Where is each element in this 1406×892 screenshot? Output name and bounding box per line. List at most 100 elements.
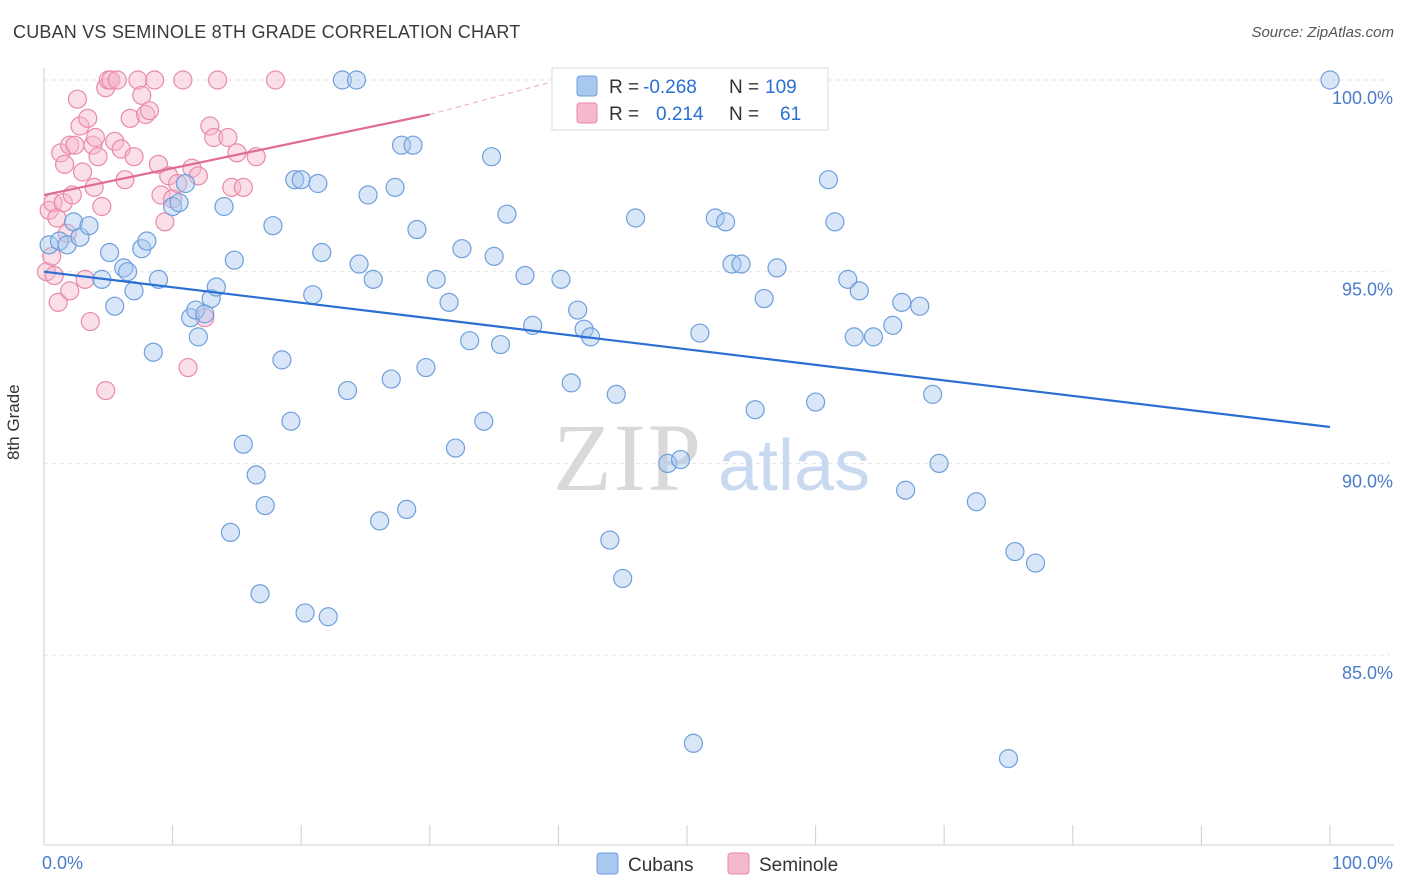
- cubans-point-26: [220, 522, 241, 543]
- cubans-point-77: [658, 453, 678, 473]
- cubans-point-86: [754, 288, 774, 309]
- seminole-trend-extension: [429, 81, 553, 115]
- cubans-point-73: [600, 530, 620, 550]
- cubans-point-40: [312, 242, 332, 263]
- cubans-point-84: [731, 254, 751, 274]
- cubans-point-33: [272, 350, 292, 370]
- cubans-point-71: [574, 319, 594, 339]
- seminole-point-38: [144, 70, 165, 90]
- cubans-point-95: [883, 315, 903, 335]
- cubans-point-10: [117, 262, 138, 282]
- cubans-point-34: [281, 411, 301, 431]
- seminole-point-46: [178, 357, 198, 378]
- cubans-point-64: [490, 334, 511, 355]
- seminole-point-50: [200, 116, 220, 136]
- x-tick-label-0: 0.0%: [42, 853, 83, 873]
- seminole-point-21: [84, 177, 104, 197]
- seminole-point-13: [65, 135, 85, 155]
- watermark: ZIP atlas: [553, 404, 870, 511]
- cubans-point-96: [896, 480, 916, 500]
- cubans-point-82: [715, 212, 736, 232]
- cubans-point-32: [263, 216, 283, 236]
- seminole-point-37: [139, 101, 160, 121]
- cubans-point-29: [246, 465, 266, 485]
- cubans-point-11: [124, 281, 144, 301]
- trend-lines: [43, 81, 1331, 429]
- seminole-point-6: [48, 292, 68, 312]
- legend-swatch-cubans: [576, 75, 598, 97]
- legend-n-label-cubans: N =: [729, 77, 759, 98]
- cubans-point-66: [515, 265, 535, 286]
- seminole-point-18: [78, 108, 98, 128]
- seminole-point-53: [218, 127, 238, 148]
- cubans-point-103: [1005, 541, 1025, 562]
- legend-n-value-cubans: 109: [765, 77, 797, 98]
- cubans-point-52: [397, 499, 417, 520]
- y-tick-label-0: 100.0%: [1332, 88, 1393, 108]
- seminole-point-11: [60, 135, 80, 155]
- cubans-point-5: [79, 216, 99, 236]
- cubans-point-17: [169, 193, 189, 213]
- series-legend: Cubans Seminole: [596, 852, 838, 876]
- cubans-point-23: [201, 288, 221, 309]
- cubans-point-78: [670, 449, 691, 470]
- cubans-point-57: [439, 292, 459, 312]
- cubans-point-37: [295, 603, 315, 623]
- cubans-point-87: [767, 258, 787, 278]
- y-tick-label-3: 85.0%: [1342, 663, 1393, 683]
- cubans-point-104: [1025, 553, 1046, 573]
- cubans-point-81: [705, 208, 725, 228]
- seminole-point-15: [70, 116, 90, 136]
- seminole-point-40: [151, 185, 171, 205]
- cubans-point-101: [966, 492, 986, 512]
- cubans-point-55: [416, 357, 436, 378]
- seminole-point-60: [60, 281, 80, 301]
- cubans-point-105: [1320, 70, 1340, 90]
- bottom-legend-label-cubans: Cubans: [628, 855, 694, 876]
- seminole-point-35: [132, 85, 152, 105]
- cubans-point-102: [998, 749, 1019, 769]
- seminole-point-59: [96, 380, 116, 401]
- watermark-zip: ZIP: [553, 404, 703, 511]
- cubans-point-80: [690, 323, 710, 343]
- seminole-point-19: [80, 311, 100, 332]
- seminole-point-44: [168, 173, 188, 194]
- cubans-point-42: [332, 70, 352, 90]
- cubans-trend-line: [43, 270, 1331, 429]
- bottom-legend-label-seminole: Seminole: [759, 855, 838, 876]
- cubans-point-90: [825, 212, 845, 232]
- y-tick-label-1: 95.0%: [1342, 280, 1393, 300]
- cubans-point-31: [255, 495, 275, 516]
- cubans-point-18: [175, 173, 196, 194]
- y-tick-label-2: 90.0%: [1342, 471, 1393, 491]
- cubans-point-60: [460, 331, 480, 351]
- cubans-point-38: [303, 285, 323, 305]
- legend-n-value-seminole: 61: [780, 104, 801, 125]
- stats-legend-box: [551, 67, 829, 131]
- cubans-point-75: [613, 568, 633, 589]
- cubans-point-46: [358, 185, 378, 205]
- seminole-point-28: [105, 131, 125, 151]
- gridlines: [44, 79, 1390, 656]
- seminole-point-9: [54, 154, 75, 174]
- stats-legend: R = -0.268 N = 109 R = 0.214 N = 61: [551, 67, 829, 131]
- cubans-point-9: [114, 258, 134, 278]
- axes: [43, 68, 1394, 846]
- cubans-point-21: [188, 327, 208, 347]
- x-tick-label-1: 100.0%: [1332, 853, 1393, 873]
- seminole-point-16: [72, 162, 93, 182]
- cubans-point-98: [910, 296, 930, 316]
- seminole-point-24: [92, 196, 112, 217]
- bottom-legend-swatch-cubans: [596, 852, 619, 875]
- cubans-point-47: [363, 269, 383, 289]
- cubans-point-65: [497, 204, 517, 224]
- cubans-point-14: [143, 342, 163, 362]
- seminole-point-45: [173, 70, 193, 90]
- seminole-point-56: [233, 177, 253, 197]
- legend-r-label-seminole: R =: [609, 104, 639, 125]
- seminole-point-29: [107, 70, 127, 90]
- cubans-point-25: [214, 196, 234, 217]
- cubans-point-58: [445, 438, 466, 458]
- cubans-point-15: [148, 269, 169, 289]
- cubans-point-41: [318, 607, 338, 627]
